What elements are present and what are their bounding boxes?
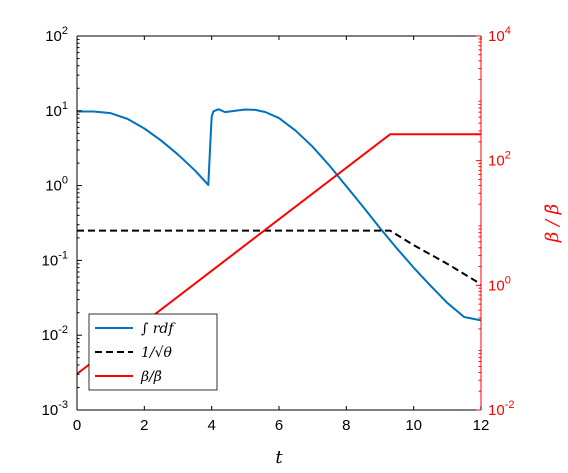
x-tick-label: 4 xyxy=(207,417,215,434)
right-tick-label: 10-2 xyxy=(488,399,514,419)
x-tick-label: 10 xyxy=(405,417,422,434)
legend-label-2: β/β̄ xyxy=(140,369,162,385)
right-tick-label: 104 xyxy=(488,25,511,45)
legend-label-1: 1/√θ xyxy=(141,345,173,361)
left-tick-label: 10-2 xyxy=(42,324,68,344)
x-tick-label: 2 xyxy=(140,417,148,434)
left-tick-label: 102 xyxy=(45,25,68,45)
right-tick-label: 100 xyxy=(488,274,511,294)
left-tick-label: 101 xyxy=(45,100,68,120)
right-axis-title: β / β̄ xyxy=(542,204,563,243)
x-axis-title: t xyxy=(275,447,283,468)
ticks-layer: 0 2 4 6 8 10 12 10-3 10-2 10-1 100 101 102 10-2 100 102… xyxy=(42,25,563,468)
series-layer xyxy=(77,108,481,375)
series-line-0 xyxy=(77,108,481,322)
series-line-2 xyxy=(77,133,481,375)
legend: ∫ rdf 1/√θ β/β̄ xyxy=(88,313,218,391)
legend-label-0: ∫ rdf xyxy=(141,321,176,337)
x-tick-label: 8 xyxy=(342,417,350,434)
x-tick-label: 12 xyxy=(473,417,490,434)
x-tick-label: 0 xyxy=(73,417,81,434)
left-tick-label: 10-3 xyxy=(42,399,68,419)
x-tick-label: 6 xyxy=(275,417,283,434)
right-tick-label: 102 xyxy=(488,150,511,170)
left-tick-label: 100 xyxy=(45,175,68,195)
left-tick-label: 10-1 xyxy=(42,249,68,269)
